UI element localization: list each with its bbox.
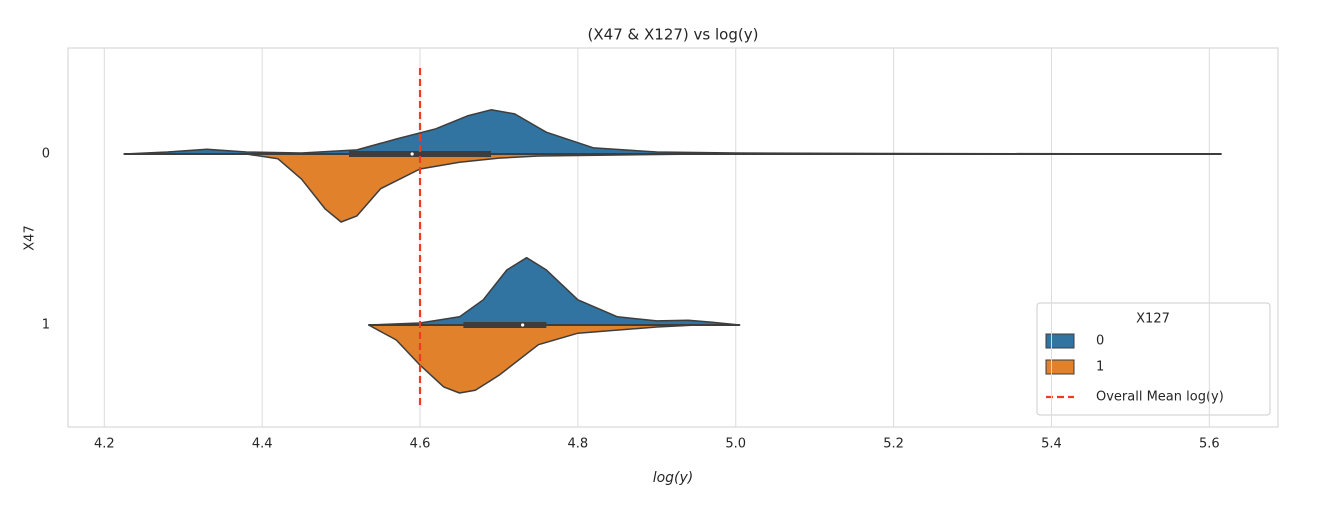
x-tick-label: 5.2 — [883, 437, 904, 452]
violin-half — [367, 256, 741, 326]
violin-half — [123, 109, 1222, 155]
plot-frame — [67, 47, 1279, 428]
violin-half — [367, 324, 698, 394]
x-tick-label: 5.0 — [725, 437, 746, 452]
x-axis-label: log(y) — [653, 470, 694, 486]
box-median — [410, 152, 414, 156]
x-tick-label: 4.2 — [94, 437, 115, 452]
x-tick-label: 5.6 — [1199, 437, 1220, 452]
x-tick-label: 4.8 — [568, 437, 589, 452]
legend-title: X127 — [1136, 312, 1170, 327]
box-median — [521, 323, 525, 327]
x-tick-label: 4.4 — [252, 437, 273, 452]
legend-box — [1036, 302, 1271, 416]
x-tick-label: 4.6 — [410, 437, 431, 452]
x-tick-label: 5.4 — [1041, 437, 1062, 452]
y-axis-label: X47 — [23, 225, 38, 250]
legend-swatch — [1045, 333, 1075, 349]
y-tick-label: 1 — [42, 318, 50, 333]
y-tick-label: 0 — [42, 147, 50, 162]
grid — [103, 48, 1210, 427]
legend-swatch — [1045, 359, 1075, 375]
box-iqr — [463, 322, 547, 328]
violin-half — [245, 153, 705, 223]
legend-label: 0 — [1096, 334, 1104, 349]
box-iqr — [348, 151, 492, 157]
legend-label: 1 — [1096, 360, 1104, 375]
legend-label: Overall Mean log(y) — [1096, 390, 1224, 405]
chart-title: (X47 & X127) vs log(y) — [588, 26, 759, 44]
legend: X127 0 1 Overall Mean log(y) — [1036, 302, 1271, 416]
